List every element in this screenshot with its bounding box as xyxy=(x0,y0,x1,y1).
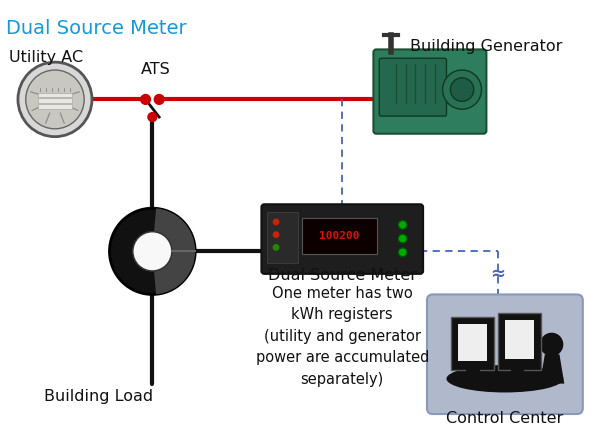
FancyBboxPatch shape xyxy=(373,49,487,134)
FancyBboxPatch shape xyxy=(458,324,487,361)
Circle shape xyxy=(540,333,563,356)
FancyBboxPatch shape xyxy=(38,98,71,103)
Circle shape xyxy=(109,208,195,295)
Circle shape xyxy=(18,62,92,137)
Text: Building Load: Building Load xyxy=(44,389,154,403)
Text: 100200: 100200 xyxy=(319,230,359,241)
Circle shape xyxy=(272,218,280,225)
Circle shape xyxy=(140,95,151,104)
Circle shape xyxy=(398,248,407,257)
Text: Utility AC: Utility AC xyxy=(9,50,83,65)
Text: ATS: ATS xyxy=(140,62,170,77)
Circle shape xyxy=(398,234,407,243)
FancyBboxPatch shape xyxy=(267,212,298,263)
Text: Dual Source Meter: Dual Source Meter xyxy=(6,19,187,38)
Text: Building Generator: Building Generator xyxy=(410,39,563,54)
FancyBboxPatch shape xyxy=(451,317,494,370)
FancyBboxPatch shape xyxy=(379,58,446,116)
Circle shape xyxy=(133,232,172,271)
Circle shape xyxy=(272,244,280,251)
Circle shape xyxy=(26,70,84,129)
Circle shape xyxy=(398,221,407,229)
FancyBboxPatch shape xyxy=(262,204,423,274)
FancyBboxPatch shape xyxy=(302,218,377,254)
Text: Control Center: Control Center xyxy=(446,411,563,426)
Circle shape xyxy=(154,95,164,104)
Circle shape xyxy=(133,232,172,271)
Polygon shape xyxy=(540,354,565,384)
Text: Dual Source Meter: Dual Source Meter xyxy=(268,268,417,283)
Text: ≈: ≈ xyxy=(491,265,506,283)
FancyBboxPatch shape xyxy=(498,313,541,370)
FancyBboxPatch shape xyxy=(38,92,71,98)
Wedge shape xyxy=(152,209,195,294)
FancyBboxPatch shape xyxy=(38,104,71,109)
Circle shape xyxy=(451,78,474,101)
Circle shape xyxy=(148,113,157,121)
Circle shape xyxy=(272,231,280,238)
Text: One meter has two
kWh registers
(utility and generator
power are accumulated
sep: One meter has two kWh registers (utility… xyxy=(256,286,429,387)
FancyBboxPatch shape xyxy=(466,369,479,379)
FancyBboxPatch shape xyxy=(505,320,534,359)
Ellipse shape xyxy=(446,365,563,393)
FancyBboxPatch shape xyxy=(511,369,524,379)
Circle shape xyxy=(443,70,482,109)
FancyBboxPatch shape xyxy=(427,295,583,414)
